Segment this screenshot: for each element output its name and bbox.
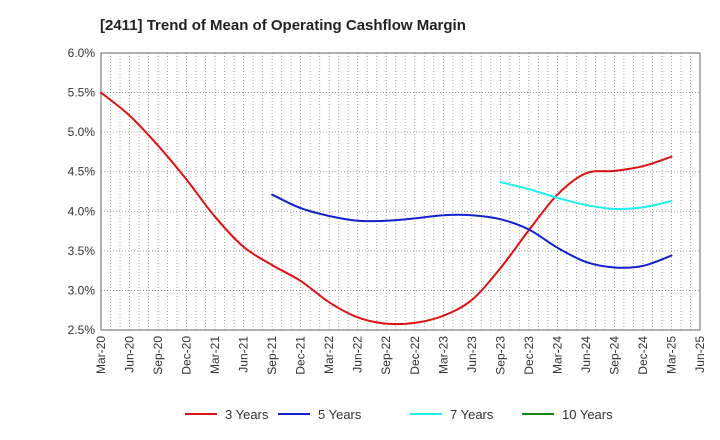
x-tick-label: Dec-22: [408, 336, 422, 375]
y-tick-label: 4.5%: [68, 165, 96, 179]
plot-frame: [100, 52, 701, 331]
x-tick-label: Sep-21: [265, 336, 279, 375]
series-lines: [100, 91, 673, 326]
y-tick-label: 5.0%: [68, 125, 96, 139]
x-tick-label: Jun-23: [465, 336, 479, 373]
legend: 3 Years 5 Years 7 Years 10 Years: [185, 407, 613, 422]
y-tick-label: 5.5%: [68, 86, 96, 100]
x-tick-label: Mar-24: [550, 336, 564, 374]
x-tick-label: Mar-20: [94, 336, 108, 374]
x-tick-label: Mar-21: [208, 336, 222, 374]
x-tick-label: Jun-24: [579, 336, 593, 373]
series-line-5-years: [271, 193, 673, 269]
x-tick-label: Jun-25: [693, 336, 707, 373]
y-tick-label: 4.0%: [68, 204, 96, 218]
x-tick-label: Jun-22: [351, 336, 365, 373]
x-tick-label: Sep-23: [493, 336, 507, 375]
x-tick-label: Mar-22: [322, 336, 336, 374]
x-tick-label: Sep-24: [607, 336, 621, 375]
y-tick-label: 6.0%: [68, 46, 96, 60]
x-tick-label: Dec-24: [636, 336, 650, 375]
legend-label: 5 Years: [318, 407, 362, 422]
x-tick-label: Jun-21: [237, 336, 251, 373]
y-tick-label: 3.0%: [68, 283, 96, 297]
y-tick-label: 3.5%: [68, 244, 96, 258]
legend-label: 10 Years: [562, 407, 613, 422]
x-tick-label: Jun-20: [123, 336, 137, 373]
x-tick-label: Mar-25: [664, 336, 678, 374]
legend-label: 7 Years: [450, 407, 494, 422]
x-tick-label: Dec-23: [522, 336, 536, 375]
x-tick-label: Dec-21: [294, 336, 308, 375]
x-tick-label: Dec-20: [180, 336, 194, 375]
axes: 2.5% 3.0% 3.5% 4.0% 4.5% 5.0% 5.5% 6.0% Mar-20 Ju…: [68, 46, 707, 375]
chart-title: [2411] Trend of Mean of Operating Cashfl…: [100, 17, 466, 34]
y-tick-label: 2.5%: [68, 323, 96, 337]
series-line-7-years: [499, 181, 673, 211]
series-line-3-years: [100, 91, 673, 326]
plot-area: [101, 53, 700, 330]
x-tick-label: Sep-20: [151, 336, 165, 375]
legend-label: 3 Years: [225, 407, 269, 422]
x-tick-label: Mar-23: [436, 336, 450, 374]
x-tick-label: Sep-22: [379, 336, 393, 375]
